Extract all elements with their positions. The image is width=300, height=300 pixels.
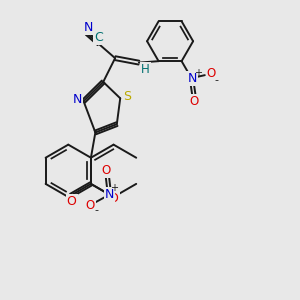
Text: O: O (67, 195, 76, 208)
Text: -: - (95, 205, 99, 215)
Text: O: O (101, 164, 110, 177)
Text: N: N (73, 93, 82, 106)
Text: N: N (105, 188, 114, 200)
Text: C: C (94, 31, 103, 44)
Text: +: + (110, 183, 118, 193)
Text: N: N (84, 21, 93, 34)
Text: O: O (85, 199, 95, 212)
Text: O: O (207, 67, 216, 80)
Text: H: H (141, 63, 150, 76)
Text: +: + (194, 68, 202, 78)
Text: O: O (190, 94, 199, 107)
Text: N: N (187, 72, 197, 85)
Text: S: S (123, 90, 131, 103)
Text: O: O (109, 192, 118, 205)
Text: -: - (215, 75, 219, 85)
